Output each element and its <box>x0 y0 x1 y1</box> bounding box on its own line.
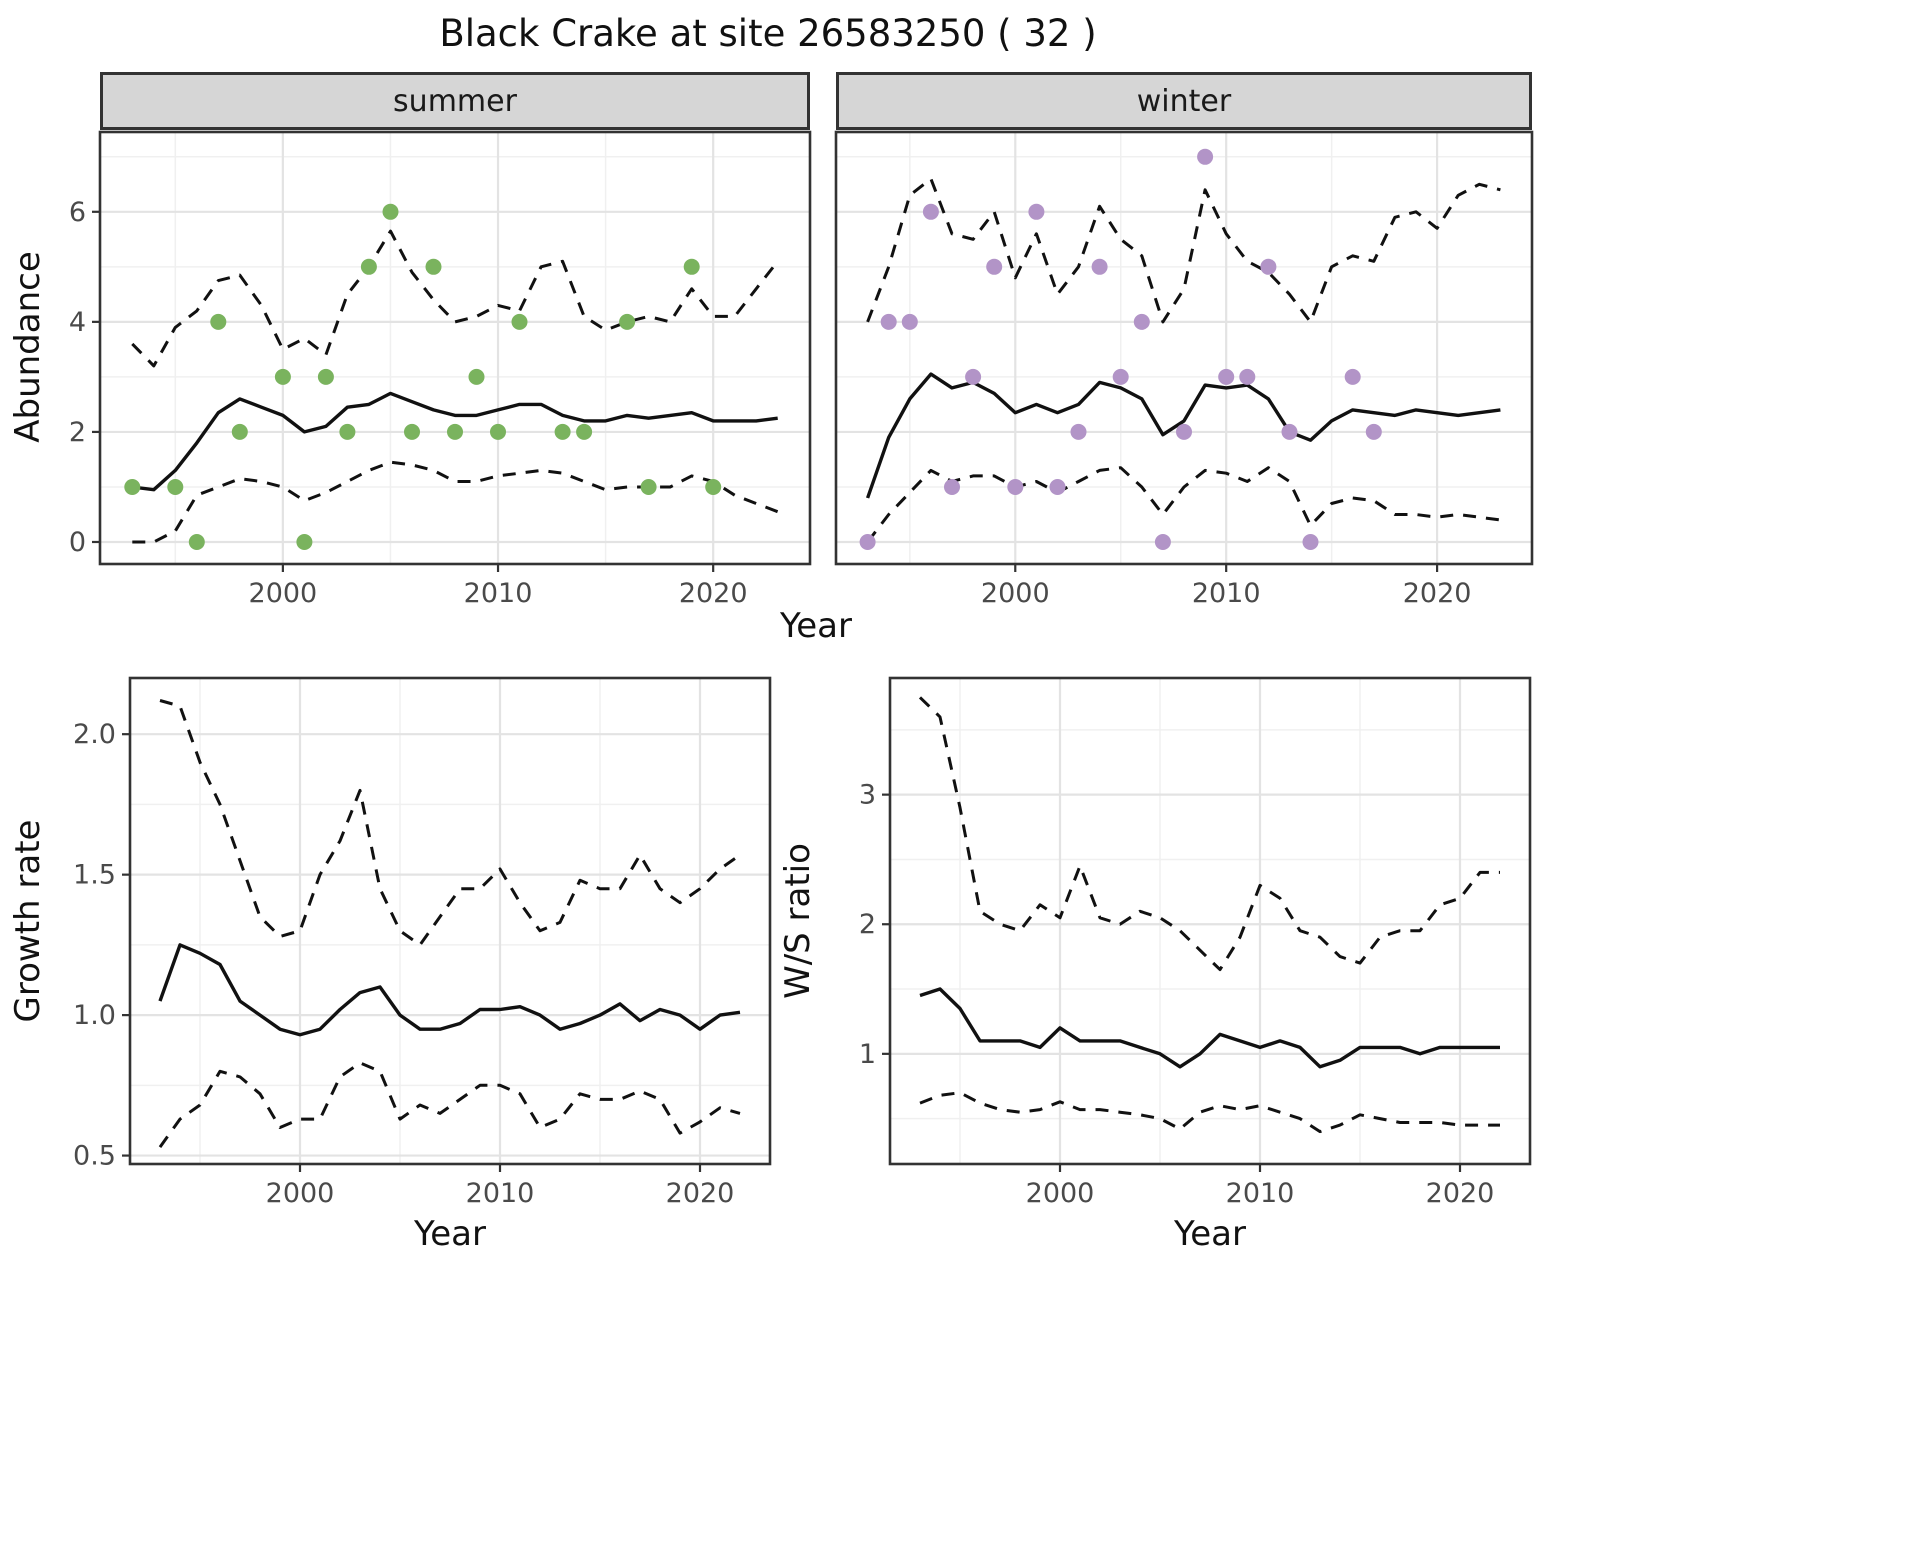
svg-text:2000: 2000 <box>266 1178 335 1209</box>
abundance-axis-title: Abundance <box>8 251 48 443</box>
svg-text:2000: 2000 <box>1026 1178 1095 1209</box>
svg-text:2010: 2010 <box>1226 1178 1295 1209</box>
svg-text:2010: 2010 <box>464 578 533 609</box>
svg-text:4: 4 <box>69 307 86 338</box>
svg-text:3: 3 <box>859 780 876 811</box>
svg-text:2000: 2000 <box>981 578 1050 609</box>
svg-text:1.0: 1.0 <box>73 1000 116 1031</box>
growth-rate-axis-title: Growth rate <box>8 819 48 1023</box>
ws-ratio-panel: 2000 2010 2020 1 2 3 <box>859 676 1532 1209</box>
svg-text:6: 6 <box>69 197 86 228</box>
svg-text:1: 1 <box>859 1039 876 1070</box>
top-year-axis-title: Year <box>780 606 852 646</box>
facet-strip-summer: summer <box>100 72 810 130</box>
ws-ratio-axis-title: W/S ratio <box>778 843 818 999</box>
svg-text:2.0: 2.0 <box>73 719 116 750</box>
chart-title: Black Crake at site 26583250 ( 32 ) <box>439 12 1097 55</box>
svg-text:2010: 2010 <box>466 1178 535 1209</box>
svg-text:2020: 2020 <box>1403 578 1472 609</box>
abundance-summer-panel: 2000 2010 2020 0 2 4 6 <box>69 130 812 609</box>
svg-text:2020: 2020 <box>1426 1178 1495 1209</box>
svg-text:2010: 2010 <box>1192 578 1261 609</box>
facet-strip-winter: winter <box>836 72 1532 130</box>
svg-text:2000: 2000 <box>249 578 318 609</box>
growth-rate-panel: 2000 2010 2020 0.5 1.0 1.5 2.0 <box>73 676 772 1209</box>
svg-text:1.5: 1.5 <box>73 860 116 891</box>
svg-text:0: 0 <box>69 527 86 558</box>
abundance-winter-panel: 2000 2010 2020 <box>834 130 1534 609</box>
ws-year-axis-title: Year <box>1174 1214 1246 1254</box>
svg-text:2020: 2020 <box>666 1178 735 1209</box>
growth-year-axis-title: Year <box>414 1214 486 1254</box>
svg-text:2: 2 <box>859 909 876 940</box>
svg-text:2: 2 <box>69 417 86 448</box>
svg-text:2020: 2020 <box>679 578 748 609</box>
svg-text:0.5: 0.5 <box>73 1141 116 1172</box>
